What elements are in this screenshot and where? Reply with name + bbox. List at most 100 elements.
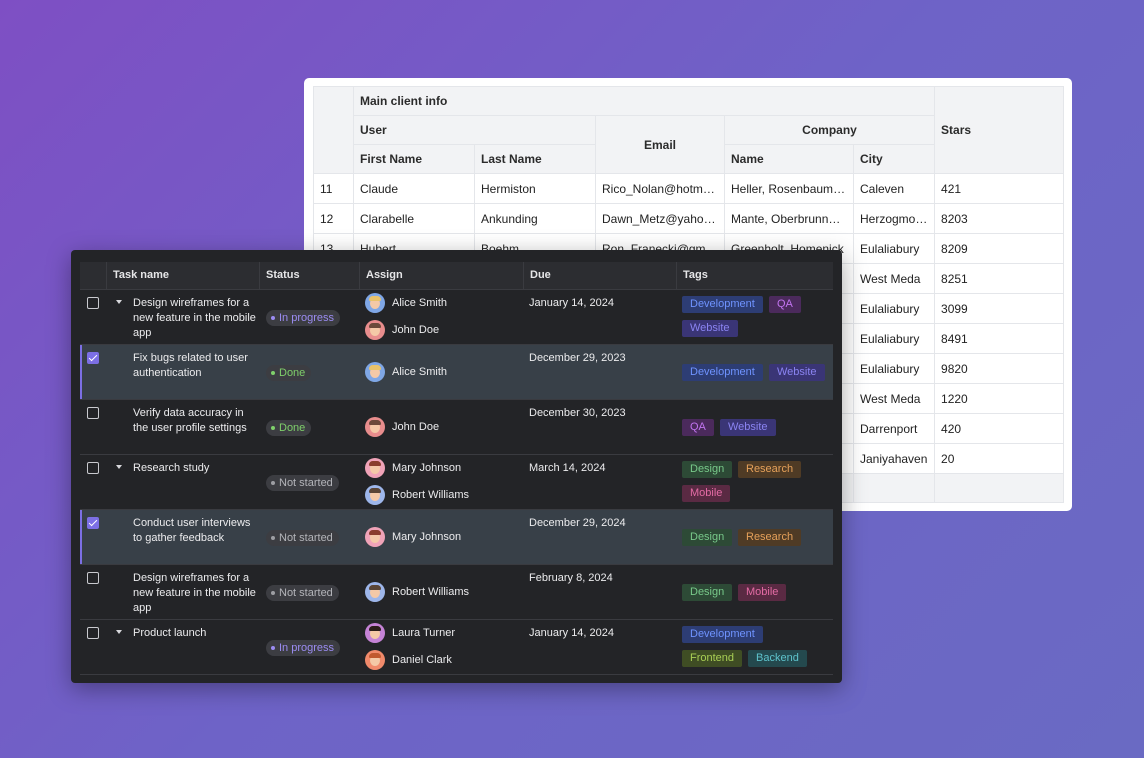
stars-cell[interactable]: 1220 bbox=[934, 383, 1065, 414]
assignee[interactable]: Daniel Clark bbox=[365, 650, 452, 670]
city-cell[interactable]: West Meda bbox=[852, 383, 936, 414]
tag-website[interactable]: Website bbox=[682, 320, 738, 337]
row-select-checkbox[interactable] bbox=[87, 572, 99, 584]
stars-cell[interactable]: 8209 bbox=[934, 233, 1065, 264]
tags-cell[interactable]: Development Frontend Backend bbox=[676, 620, 833, 674]
city-cell[interactable]: Eulaliabury bbox=[852, 233, 936, 264]
status-cell[interactable]: Not started bbox=[259, 510, 359, 564]
row-number-cell[interactable]: 12 bbox=[313, 203, 354, 234]
stars-cell[interactable]: 8491 bbox=[934, 323, 1065, 354]
tag-development[interactable]: Development bbox=[682, 364, 763, 381]
assign-cell[interactable]: Mary Johnson Robert Williams bbox=[359, 455, 523, 509]
assignee[interactable]: Mary Johnson bbox=[365, 458, 461, 478]
city-cell[interactable]: Caleven bbox=[852, 173, 936, 204]
status-cell[interactable]: Done bbox=[259, 400, 359, 454]
tag-mobile[interactable]: Mobile bbox=[682, 485, 731, 502]
tag-development[interactable]: Development bbox=[682, 296, 763, 313]
email-cell[interactable]: Dawn_Metz@yahoo.com bbox=[595, 203, 725, 234]
due-cell[interactable]: December 29, 2023 bbox=[523, 345, 676, 399]
column-header-email[interactable]: Email bbox=[595, 115, 725, 174]
tags-cell[interactable]: Design Research bbox=[676, 510, 833, 564]
assignee[interactable]: John Doe bbox=[365, 417, 439, 437]
task-row[interactable]: Conduct user interviews to gather feedba… bbox=[80, 510, 833, 565]
tags-cell[interactable]: Design Research Mobile bbox=[676, 455, 833, 509]
city-cell[interactable]: Eulaliabury bbox=[852, 323, 936, 354]
task-name-cell[interactable]: Conduct user interviews to gather feedba… bbox=[106, 510, 259, 564]
row-select-checkbox[interactable] bbox=[87, 517, 99, 529]
row-select-checkbox[interactable] bbox=[87, 407, 99, 419]
company-name-cell[interactable]: Heller, Rosenbaum and Co bbox=[724, 173, 854, 204]
column-header-due[interactable]: Due bbox=[523, 262, 676, 289]
city-cell[interactable]: Darrenport bbox=[852, 413, 936, 444]
stars-cell[interactable]: 3099 bbox=[934, 293, 1065, 324]
due-cell[interactable]: January 14, 2024 bbox=[523, 620, 676, 674]
tag-website[interactable]: Website bbox=[769, 364, 825, 381]
row-number-cell[interactable]: 11 bbox=[313, 173, 354, 204]
last-name-cell[interactable]: Ankunding bbox=[474, 203, 596, 234]
task-name-cell[interactable]: Design wireframes for a new feature in t… bbox=[106, 565, 259, 619]
tag-website[interactable]: Website bbox=[720, 419, 776, 436]
row-select-checkbox[interactable] bbox=[87, 627, 99, 639]
first-name-cell[interactable]: Claude bbox=[353, 173, 475, 204]
status-cell[interactable]: Done bbox=[259, 345, 359, 399]
assign-cell[interactable]: John Doe bbox=[359, 400, 523, 454]
status-cell[interactable]: In progress bbox=[259, 620, 359, 674]
tag-frontend[interactable]: Frontend bbox=[682, 650, 743, 667]
task-name-cell[interactable]: Fix bugs related to user authentication bbox=[106, 345, 259, 399]
assign-cell[interactable]: Alice Smith bbox=[359, 345, 523, 399]
stars-cell[interactable]: 9820 bbox=[934, 353, 1065, 384]
stars-cell[interactable]: 20 bbox=[934, 443, 1065, 474]
stars-cell[interactable]: 421 bbox=[934, 173, 1065, 204]
assignee[interactable]: Laura Turner bbox=[365, 623, 455, 643]
status-cell[interactable]: In progress bbox=[259, 290, 359, 344]
stars-cell[interactable]: 8251 bbox=[934, 263, 1065, 294]
column-header-task-name[interactable]: Task name bbox=[106, 262, 259, 289]
due-cell[interactable]: December 30, 2023 bbox=[523, 400, 676, 454]
column-header-city[interactable]: City bbox=[852, 144, 936, 174]
assignee[interactable]: Robert Williams bbox=[365, 485, 469, 505]
city-cell[interactable]: West Meda bbox=[852, 263, 936, 294]
expand-caret-icon[interactable] bbox=[116, 630, 122, 634]
tag-development[interactable]: Development bbox=[682, 626, 763, 643]
assignee[interactable]: Mary Johnson bbox=[365, 527, 461, 547]
assignee[interactable]: Robert Williams bbox=[365, 582, 469, 602]
assign-cell[interactable]: Mary Johnson bbox=[359, 510, 523, 564]
task-row[interactable]: Design wireframes for a new feature in t… bbox=[80, 290, 833, 345]
row-select-checkbox[interactable] bbox=[87, 297, 99, 309]
email-cell[interactable]: Rico_Nolan@hotmail.com bbox=[595, 173, 725, 204]
column-header-company-name[interactable]: Name bbox=[724, 144, 854, 174]
task-row[interactable]: Research study Not started Mary Johnson Rob… bbox=[80, 455, 833, 510]
column-header-status[interactable]: Status bbox=[259, 262, 359, 289]
client-row[interactable]: 11ClaudeHermistonRico_Nolan@hotmail.comH… bbox=[313, 173, 1065, 204]
task-row[interactable]: Product launch In progress Laura Turner Dan… bbox=[80, 620, 833, 675]
tag-backend[interactable]: Backend bbox=[748, 650, 807, 667]
column-header-stars[interactable]: Stars bbox=[934, 86, 1065, 174]
tag-design[interactable]: Design bbox=[682, 584, 733, 601]
first-name-cell[interactable]: Clarabelle bbox=[353, 203, 475, 234]
city-cell[interactable]: Eulaliabury bbox=[852, 293, 936, 324]
assign-cell[interactable]: Robert Williams bbox=[359, 565, 523, 619]
column-header-first-name[interactable]: First Name bbox=[353, 144, 475, 174]
tag-research[interactable]: Research bbox=[738, 529, 802, 546]
stars-cell[interactable]: 420 bbox=[934, 413, 1065, 444]
tags-cell[interactable]: QA Website bbox=[676, 400, 833, 454]
tags-cell[interactable]: Design Mobile bbox=[676, 565, 833, 619]
tags-cell[interactable]: Development QA Website bbox=[676, 290, 833, 344]
stars-cell[interactable]: 8203 bbox=[934, 203, 1065, 234]
task-row[interactable]: Design wireframes for a new feature in t… bbox=[80, 565, 833, 620]
city-cell[interactable]: Herzogmouth bbox=[852, 203, 936, 234]
city-cell[interactable]: Eulaliabury bbox=[852, 353, 936, 384]
due-cell[interactable]: December 29, 2024 bbox=[523, 510, 676, 564]
task-row[interactable]: Fix bugs related to user authentication D… bbox=[80, 345, 833, 400]
tags-cell[interactable]: Development Website bbox=[676, 345, 833, 399]
column-header-tags[interactable]: Tags bbox=[676, 262, 833, 289]
assignee[interactable]: Alice Smith bbox=[365, 293, 447, 313]
expand-caret-icon[interactable] bbox=[116, 300, 122, 304]
status-cell[interactable]: Not started bbox=[259, 565, 359, 619]
due-cell[interactable]: February 8, 2024 bbox=[523, 565, 676, 619]
task-name-cell[interactable]: Research study bbox=[106, 455, 259, 509]
status-cell[interactable]: Not started bbox=[259, 455, 359, 509]
row-select-checkbox[interactable] bbox=[87, 352, 99, 364]
tag-design[interactable]: Design bbox=[682, 461, 733, 478]
tag-mobile[interactable]: Mobile bbox=[738, 584, 787, 601]
